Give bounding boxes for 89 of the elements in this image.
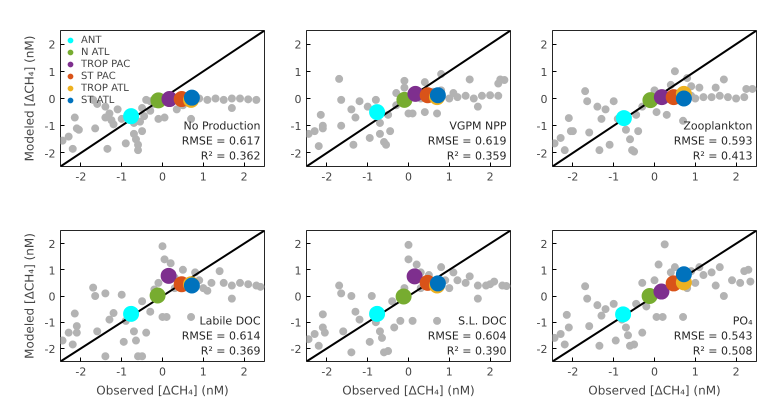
- x-axis-title: Observed [ΔCH₄] (nM): [342, 384, 475, 398]
- x-tick-label: -2: [75, 366, 86, 378]
- y-tick-label: -2: [536, 147, 548, 160]
- y-tick-label: 2: [48, 238, 56, 252]
- y-tick-label: -1: [536, 120, 548, 134]
- annotation: R² = 0.390: [446, 344, 507, 358]
- annotation: RMSE = 0.604: [428, 330, 507, 342]
- y-tick-label: -1: [536, 316, 548, 330]
- y-axis-title: Modeled [ΔCH₄] (nM): [22, 36, 37, 162]
- y-tick-label: 0: [540, 93, 548, 106]
- x-tick-label: -1: [608, 170, 620, 184]
- x-tick-label: 0: [405, 366, 412, 378]
- y-tick-label: -2: [290, 147, 302, 160]
- annotation: S.L. DOC: [458, 314, 507, 328]
- x-tick-label: 1: [200, 366, 207, 378]
- y-tick-label: 1: [48, 264, 56, 278]
- annotation: Labile DOC: [199, 314, 261, 328]
- x-tick-label: -1: [362, 366, 374, 378]
- annotation: RMSE = 0.543: [674, 330, 753, 342]
- y-tick-label: 2: [540, 38, 548, 52]
- annotation: R² = 0.362: [200, 150, 261, 162]
- x-tick-label: 1: [692, 170, 699, 184]
- y-tick-label: 1: [540, 66, 548, 79]
- annotation: RMSE = 0.593: [674, 134, 753, 148]
- y-tick-label: 0: [294, 93, 302, 106]
- x-tick-label: 2: [732, 366, 740, 378]
- annotation: PO₄: [732, 314, 754, 328]
- y-tick-label: -2: [536, 342, 548, 356]
- y-tick-label: -1: [44, 120, 56, 134]
- x-tick-label: 2: [240, 366, 248, 378]
- y-tick-label: 1: [294, 66, 302, 79]
- annotation: R² = 0.359: [446, 150, 507, 162]
- legend-label: ANT: [81, 34, 102, 46]
- x-tick-label: 2: [240, 170, 248, 184]
- x-tick-label: 2: [732, 170, 740, 184]
- x-tick-label: 1: [200, 170, 207, 184]
- annotation: R² = 0.508: [692, 344, 753, 358]
- y-tick-label: 2: [294, 38, 302, 52]
- annotation: RMSE = 0.617: [182, 134, 261, 148]
- annotation: Zooplankton: [683, 120, 753, 132]
- x-tick-label: 2: [486, 366, 494, 378]
- y-tick-label: -1: [44, 316, 56, 330]
- annotation: VGPM NPP: [449, 120, 507, 132]
- y-tick-label: -1: [290, 120, 302, 134]
- legend-label: ST ATL: [81, 94, 114, 106]
- y-tick-label: 2: [294, 238, 302, 252]
- x-tick-label: -2: [321, 170, 332, 184]
- annotation: R² = 0.369: [200, 344, 261, 358]
- x-tick-label: 0: [159, 366, 166, 378]
- x-tick-label: 0: [651, 170, 658, 184]
- x-tick-label: -1: [362, 170, 374, 184]
- y-tick-label: 0: [48, 93, 56, 106]
- y-tick-label: 1: [294, 264, 302, 278]
- x-tick-label: 1: [446, 170, 453, 184]
- annotation: R² = 0.413: [692, 150, 753, 162]
- x-tick-label: -2: [75, 170, 86, 184]
- y-tick-label: 0: [540, 290, 548, 304]
- x-tick-label: -2: [567, 366, 578, 378]
- y-tick-label: 2: [540, 238, 548, 252]
- legend-label: TROP ATL: [81, 82, 129, 94]
- x-tick-label: -2: [567, 170, 578, 184]
- y-tick-label: 1: [540, 264, 548, 278]
- y-tick-label: -2: [290, 342, 302, 356]
- x-axis-title: Observed [ΔCH₄] (nM): [96, 384, 229, 398]
- x-tick-label: 0: [405, 170, 412, 184]
- x-tick-label: -1: [116, 170, 128, 184]
- x-axis-title: Observed [ΔCH₄] (nM): [588, 384, 721, 398]
- legend-label: TROP PAC: [81, 58, 130, 70]
- y-axis-title: Modeled [ΔCH₄] (nM): [22, 233, 37, 359]
- x-tick-label: -2: [321, 366, 332, 378]
- y-tick-label: -1: [290, 316, 302, 330]
- y-tick-label: 2: [48, 38, 56, 52]
- legend-label: N ATL: [81, 46, 110, 58]
- x-tick-label: 1: [692, 366, 699, 378]
- annotation: RMSE = 0.614: [182, 330, 261, 342]
- x-tick-label: 1: [446, 366, 453, 378]
- x-tick-label: 2: [486, 170, 494, 184]
- legend-label: ST PAC: [81, 70, 116, 82]
- y-tick-label: 0: [48, 290, 56, 304]
- annotation: No Production: [184, 120, 261, 132]
- annotation: RMSE = 0.619: [428, 134, 507, 148]
- y-tick-label: 1: [48, 66, 56, 79]
- y-tick-label: -2: [44, 342, 56, 356]
- y-tick-label: 0: [294, 290, 302, 304]
- x-tick-label: 0: [651, 366, 658, 378]
- x-tick-label: -1: [608, 366, 620, 378]
- x-tick-label: 0: [159, 170, 166, 184]
- x-tick-label: -1: [116, 366, 128, 378]
- y-tick-label: -2: [44, 147, 56, 160]
